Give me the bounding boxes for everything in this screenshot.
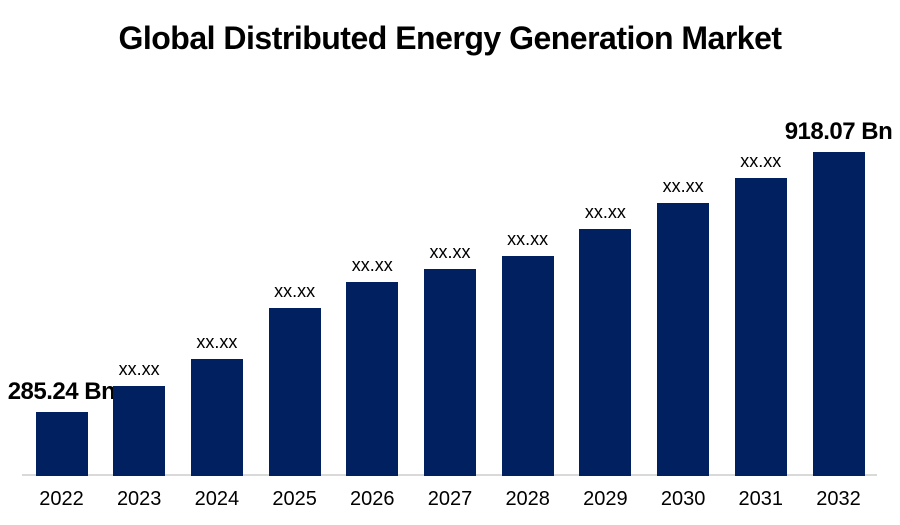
value-label-2023: xx.xx — [118, 359, 160, 379]
value-label-2028: xx.xx — [507, 229, 549, 249]
value-label-2032: 918.07 Bn — [784, 118, 893, 145]
x-tick-label-2024: 2024 — [194, 488, 240, 510]
bar-2030 — [657, 203, 710, 476]
bar-2025 — [268, 308, 321, 476]
x-tick-label-2032: 2032 — [816, 488, 861, 510]
x-tick-label-2031: 2031 — [738, 488, 784, 510]
x-tick-label-2026: 2026 — [350, 488, 395, 510]
x-tick-label-2029: 2029 — [583, 488, 628, 510]
x-tick-label-2030: 2030 — [660, 488, 706, 510]
bar-2031 — [734, 178, 787, 476]
bar-2032 — [812, 152, 865, 476]
bar-2029 — [579, 229, 632, 476]
x-tick-label-2025: 2025 — [272, 488, 317, 510]
bar-2027 — [424, 269, 476, 476]
chart-title: Global Distributed Energy Generation Mar… — [118, 20, 782, 56]
bar-2026 — [346, 282, 399, 476]
x-tick-label-2023: 2023 — [116, 488, 162, 510]
value-label-2030: xx.xx — [662, 176, 704, 196]
value-label-2026: xx.xx — [351, 255, 393, 275]
value-label-2025: xx.xx — [274, 281, 316, 301]
bar-2024 — [190, 359, 243, 476]
value-label-2031: xx.xx — [740, 151, 782, 171]
bar-2028 — [501, 256, 554, 476]
x-tick-label-2027: 2027 — [427, 488, 473, 510]
bar-2022 — [35, 412, 88, 476]
bar-2023 — [113, 386, 166, 476]
value-label-2022: 285.24 Bn — [7, 378, 116, 405]
value-label-2029: xx.xx — [584, 202, 626, 222]
x-tick-label-2028: 2028 — [505, 488, 550, 510]
x-tick-label-2022: 2022 — [39, 488, 84, 510]
value-label-2024: xx.xx — [196, 332, 238, 352]
value-label-2027: xx.xx — [429, 242, 471, 262]
